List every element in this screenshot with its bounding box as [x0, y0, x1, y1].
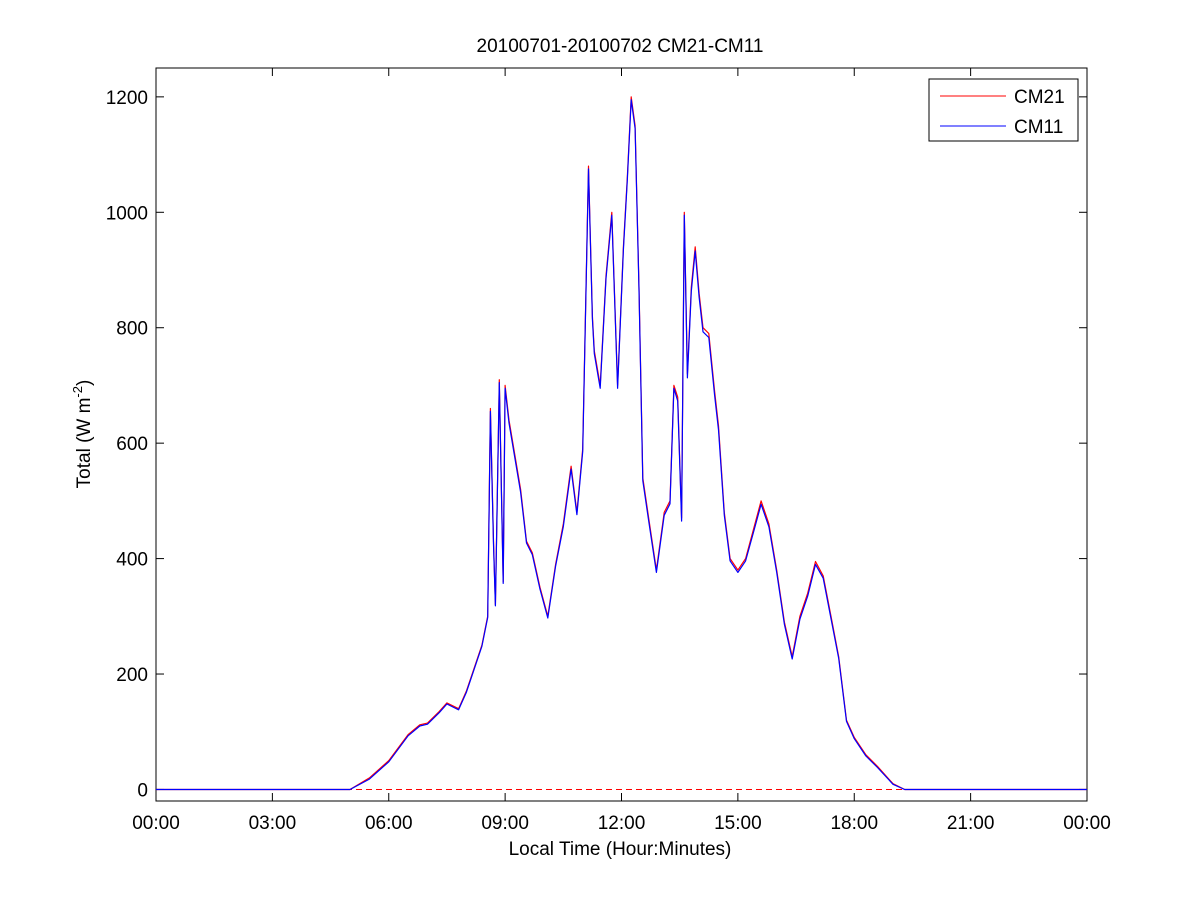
series-line-cm11 — [156, 99, 1087, 791]
y-axis-title-end: ) — [74, 380, 95, 386]
y-tick-label: 1200 — [106, 88, 148, 109]
legend: CM21 CM11 — [928, 78, 1079, 142]
y-tick-label: 400 — [116, 550, 148, 571]
y-tick-label: 200 — [116, 665, 148, 686]
y-tick-label: 0 — [137, 780, 148, 801]
x-tick-label: 00:00 — [132, 813, 180, 834]
y-tick-label: 1000 — [106, 203, 148, 224]
y-axis-title-main: Total (W m — [74, 398, 95, 489]
x-tick-label: 06:00 — [365, 813, 413, 834]
x-tick-label: 03:00 — [249, 813, 297, 834]
y-axis-title: Total (W m-2) — [70, 380, 95, 489]
y-axis-title-sup: -2 — [70, 386, 85, 398]
y-tick-label: 600 — [116, 434, 148, 455]
x-axis-ticks: 00:00 03:00 06:00 09:00 12:00 15:00 18:00 21:00… — [132, 68, 1111, 834]
plot-area — [155, 67, 1088, 802]
x-tick-label: 15:00 — [714, 813, 762, 834]
legend-box — [928, 78, 1079, 142]
x-axis-title: Local Time (Hour:Minutes) — [509, 839, 732, 860]
y-axis-ticks: 0 200 400 600 800 1000 1200 — [106, 88, 1087, 801]
chart-title: 20100701-20100702 CM21-CM11 — [477, 36, 764, 57]
x-tick-label: 21:00 — [947, 813, 995, 834]
x-tick-label: 00:00 — [1063, 813, 1111, 834]
y-tick-label: 800 — [116, 319, 148, 340]
x-tick-label: 12:00 — [598, 813, 646, 834]
legend-label-cm21: CM21 — [1014, 87, 1065, 108]
series-layer — [156, 96, 1087, 791]
x-tick-label: 18:00 — [830, 813, 878, 834]
legend-label-cm11: CM11 — [1014, 117, 1063, 138]
x-tick-label: 09:00 — [481, 813, 529, 834]
